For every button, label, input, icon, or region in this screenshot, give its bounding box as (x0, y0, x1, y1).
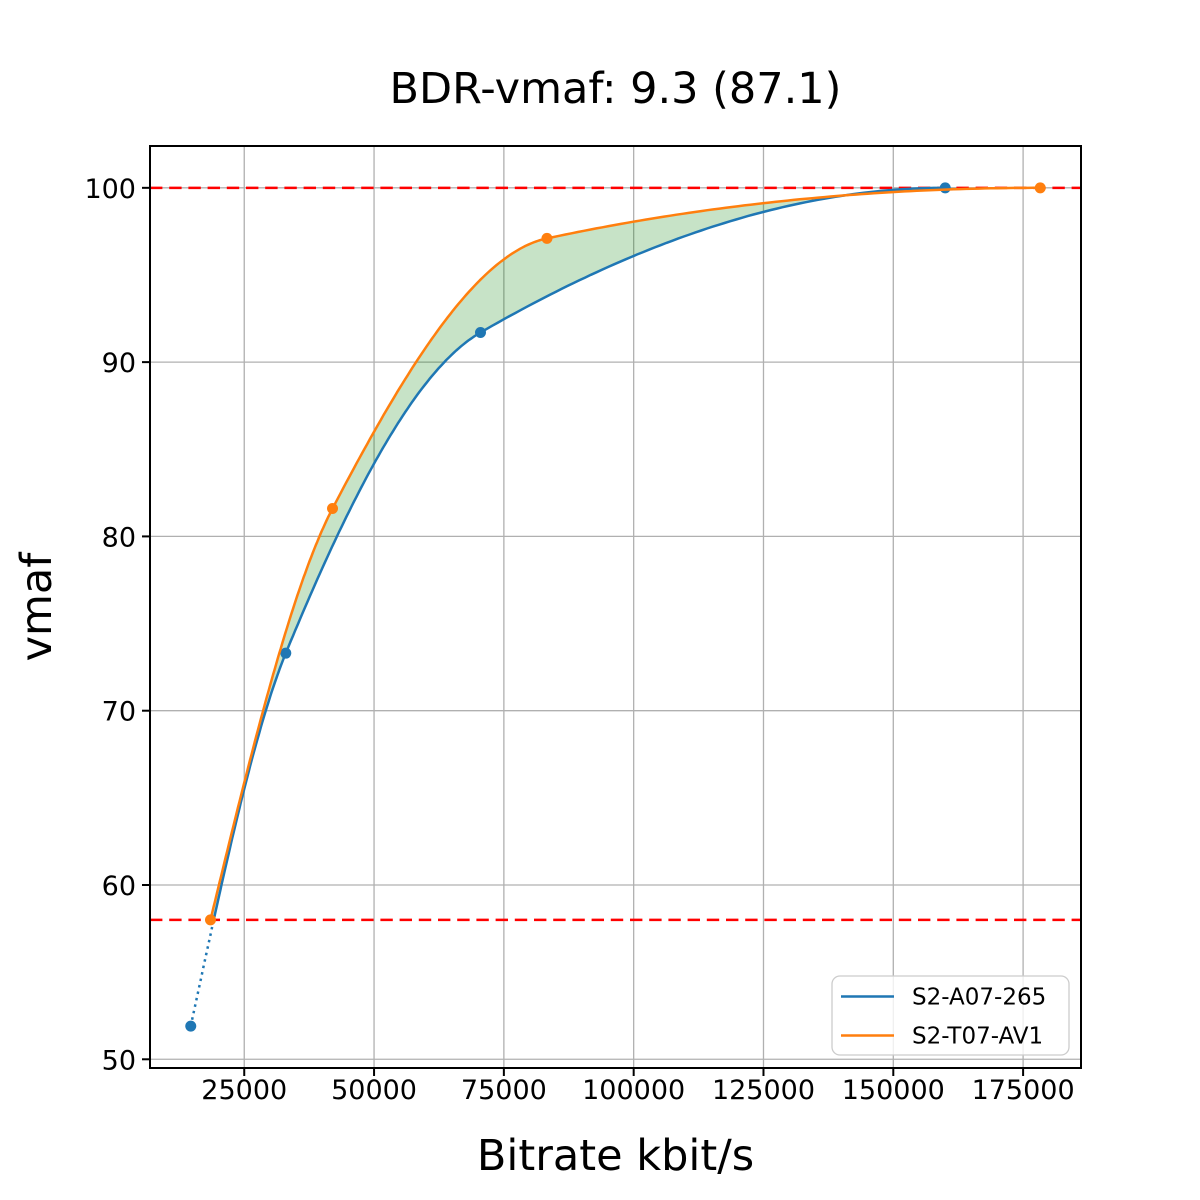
x-tick-label: 100000 (582, 1075, 685, 1106)
x-tick-label: 25000 (201, 1075, 287, 1106)
x-axis-label: Bitrate kbit/s (476, 1131, 755, 1181)
y-tick-label: 90 (102, 348, 136, 379)
data-point-s2-a07-265 (939, 182, 951, 194)
x-tick-label: 150000 (842, 1075, 945, 1106)
data-point-s2-a07-265 (474, 326, 486, 338)
data-point-s2-t07-av1 (541, 232, 553, 244)
y-tick-label: 60 (102, 871, 136, 902)
x-tick-label: 125000 (712, 1075, 815, 1106)
x-tick-label: 50000 (331, 1075, 417, 1106)
series-line-dotted-s2-a07-265 (189, 919, 215, 1027)
data-point-s2-t07-av1 (327, 503, 339, 515)
data-point-s2-a07-265 (280, 647, 292, 659)
bd-fill-region (210, 187, 1041, 920)
y-tick-label: 80 (102, 522, 136, 553)
series-line-s2-t07-av1 (209, 186, 1041, 921)
chart-title: BDR-vmaf: 9.3 (87.1) (389, 64, 842, 114)
y-tick-label: 70 (102, 697, 136, 728)
legend-label-s2-t07-av1: S2-T07-AV1 (912, 1024, 1043, 1050)
y-tick-label: 50 (102, 1045, 136, 1076)
x-tick-label: 175000 (972, 1075, 1075, 1106)
legend-label-s2-a07-265: S2-A07-265 (912, 985, 1046, 1011)
y-tick-label: 100 (84, 174, 136, 205)
x-tick-label: 75000 (461, 1075, 547, 1106)
axes-frame (149, 145, 1082, 1069)
data-point-s2-t07-av1 (204, 914, 216, 926)
data-point-s2-a07-265 (185, 1020, 197, 1032)
series-line-s2-a07-265 (212, 186, 946, 921)
data-point-s2-t07-av1 (1034, 182, 1046, 194)
